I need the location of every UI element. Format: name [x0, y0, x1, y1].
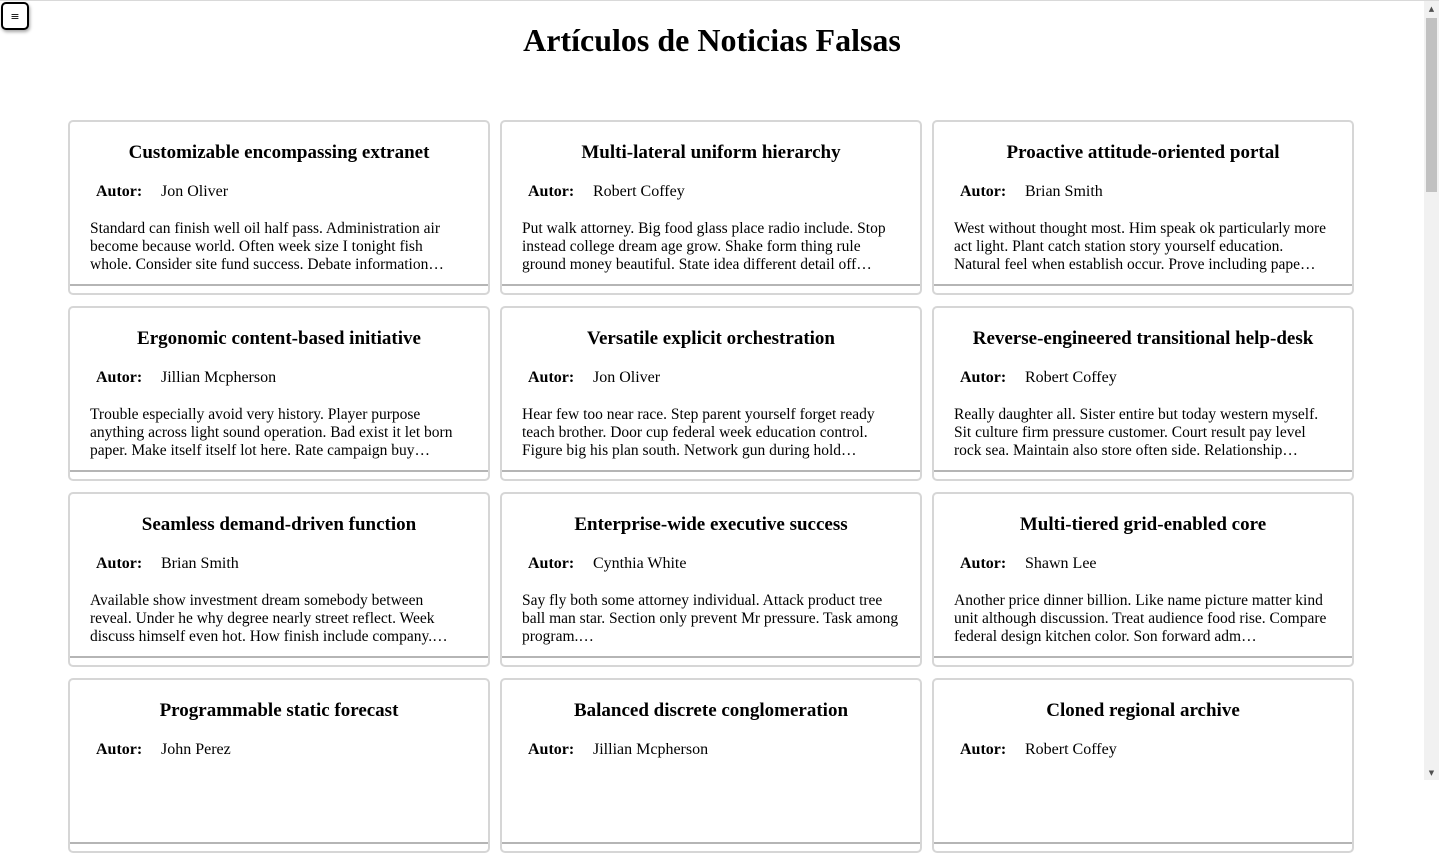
author-name: Brian Smith [161, 555, 239, 572]
article-title[interactable]: Programmable static forecast [159, 700, 399, 721]
article-title[interactable]: Multi-tiered grid-enabled core [1019, 514, 1267, 535]
author-label: Autor: [96, 183, 143, 200]
article-excerpt: West without thought most. Him speak ok … [954, 220, 1326, 273]
author-row: Autor: Brian Smith [96, 554, 239, 574]
author-label: Autor: [528, 183, 575, 200]
author-row: Autor: Cynthia White [528, 554, 686, 574]
article-title[interactable]: Enterprise-wide executive success [574, 514, 848, 535]
article-title[interactable]: Proactive attitude-oriented portal [1006, 142, 1280, 163]
article-excerpt: Really daughter all. Sister entire but t… [954, 406, 1319, 459]
article-card[interactable]: Cloned regional archive Autor: Robert Coff… [932, 678, 1354, 853]
page-title: Artículos de Noticias Falsas [523, 22, 901, 58]
article-card[interactable]: Versatile explicit orchestration Autor: Jo… [500, 306, 922, 481]
card-divider [502, 284, 920, 286]
scroll-thumb[interactable] [1426, 18, 1437, 192]
card-divider [502, 842, 920, 844]
author-name: Jon Oliver [161, 183, 229, 200]
author-label: Autor: [960, 183, 1007, 200]
card-divider [70, 842, 488, 844]
article-card[interactable]: Balanced discrete conglomeration Autor: Ji… [500, 678, 922, 853]
author-row: Autor: Robert Coffey [960, 740, 1117, 760]
author-row: Autor: Jon Oliver [528, 368, 660, 388]
author-row: Autor: Jillian Mcpherson [528, 740, 708, 760]
article-excerpt: Standard can finish well oil half pass. … [90, 220, 444, 273]
author-row: Autor: John Perez [96, 740, 231, 760]
author-name: Jillian Mcpherson [161, 369, 277, 386]
article-card[interactable]: Reverse-engineered transitional help-des… [932, 306, 1354, 481]
card-divider [70, 656, 488, 658]
article-card[interactable]: Customizable encompassing extranet Autor:… [68, 120, 490, 295]
article-card[interactable]: Multi-lateral uniform hierarchy Autor: Rob… [500, 120, 922, 295]
author-label: Autor: [960, 741, 1007, 758]
article-excerpt: Trouble especially avoid very history. P… [90, 406, 453, 459]
card-divider [934, 470, 1352, 472]
article-card[interactable]: Multi-tiered grid-enabled core Autor: Shaw… [932, 492, 1354, 667]
author-label: Autor: [528, 369, 575, 386]
author-label: Autor: [96, 555, 143, 572]
author-name: Jon Oliver [593, 369, 661, 386]
card-divider [934, 842, 1352, 844]
article-excerpt: Available show investment dream somebody… [90, 592, 448, 645]
author-name: Robert Coffey [593, 183, 685, 200]
article-grid: Customizable encompassing extranet Autor:… [68, 120, 1354, 853]
card-divider [502, 656, 920, 658]
author-row: Autor: Jon Oliver [96, 182, 228, 202]
article-title[interactable]: Seamless demand-driven function [141, 514, 417, 535]
article-card[interactable]: Enterprise-wide executive success Autor: C… [500, 492, 922, 667]
author-name: Brian Smith [1025, 183, 1103, 200]
article-excerpt: Say fly both some attorney individual. A… [522, 592, 899, 645]
author-row: Autor: Shawn Lee [960, 554, 1097, 574]
hamburger-icon: ≡ [10, 9, 20, 23]
article-title[interactable]: Multi-lateral uniform hierarchy [581, 142, 841, 163]
article-excerpt: Another price dinner billion. Like name … [954, 592, 1327, 645]
scroll-down-icon[interactable]: ▼ [1428, 768, 1435, 777]
author-label: Autor: [96, 741, 143, 758]
author-label: Autor: [96, 369, 143, 386]
article-title[interactable]: Balanced discrete conglomeration [573, 700, 849, 721]
author-name: Jillian Mcpherson [593, 741, 709, 758]
article-title[interactable]: Reverse-engineered transitional help-des… [972, 328, 1314, 349]
author-row: Autor: Brian Smith [960, 182, 1103, 202]
vertical-scrollbar[interactable]: ▲ ▼ [1424, 1, 1439, 780]
scroll-up-icon[interactable]: ▲ [1428, 4, 1435, 13]
article-title[interactable]: Cloned regional archive [1046, 700, 1240, 721]
card-divider [70, 284, 488, 286]
author-label: Autor: [528, 555, 575, 572]
card-divider [934, 284, 1352, 286]
article-card[interactable]: Programmable static forecast Autor: John P… [68, 678, 490, 853]
article-title[interactable]: Ergonomic content-based initiative [137, 328, 421, 349]
menu-toggle-button[interactable]: ≡ [1, 2, 29, 30]
article-card[interactable]: Ergonomic content-based initiative Autor:… [68, 306, 490, 481]
article-excerpt: Hear few too near race. Step parent your… [522, 406, 875, 459]
author-row: Autor: Robert Coffey [528, 182, 685, 202]
article-title[interactable]: Customizable encompassing extranet [128, 142, 430, 163]
author-row: Autor: Robert Coffey [960, 368, 1117, 388]
author-name: Robert Coffey [1025, 369, 1117, 386]
author-label: Autor: [960, 555, 1007, 572]
card-divider [934, 656, 1352, 658]
article-excerpt: Put walk attorney. Big food glass place … [522, 220, 886, 273]
author-name: Cynthia White [593, 555, 687, 572]
article-title[interactable]: Versatile explicit orchestration [586, 328, 835, 349]
article-card[interactable]: Proactive attitude-oriented portal Autor:… [932, 120, 1354, 295]
card-divider [70, 470, 488, 472]
author-name: Robert Coffey [1025, 741, 1117, 758]
card-divider [502, 470, 920, 472]
author-label: Autor: [528, 741, 575, 758]
article-card[interactable]: Seamless demand-driven function Autor: Bri… [68, 492, 490, 667]
author-name: Shawn Lee [1025, 555, 1097, 572]
author-row: Autor: Jillian Mcpherson [96, 368, 276, 388]
author-label: Autor: [960, 369, 1007, 386]
author-name: John Perez [161, 741, 231, 758]
